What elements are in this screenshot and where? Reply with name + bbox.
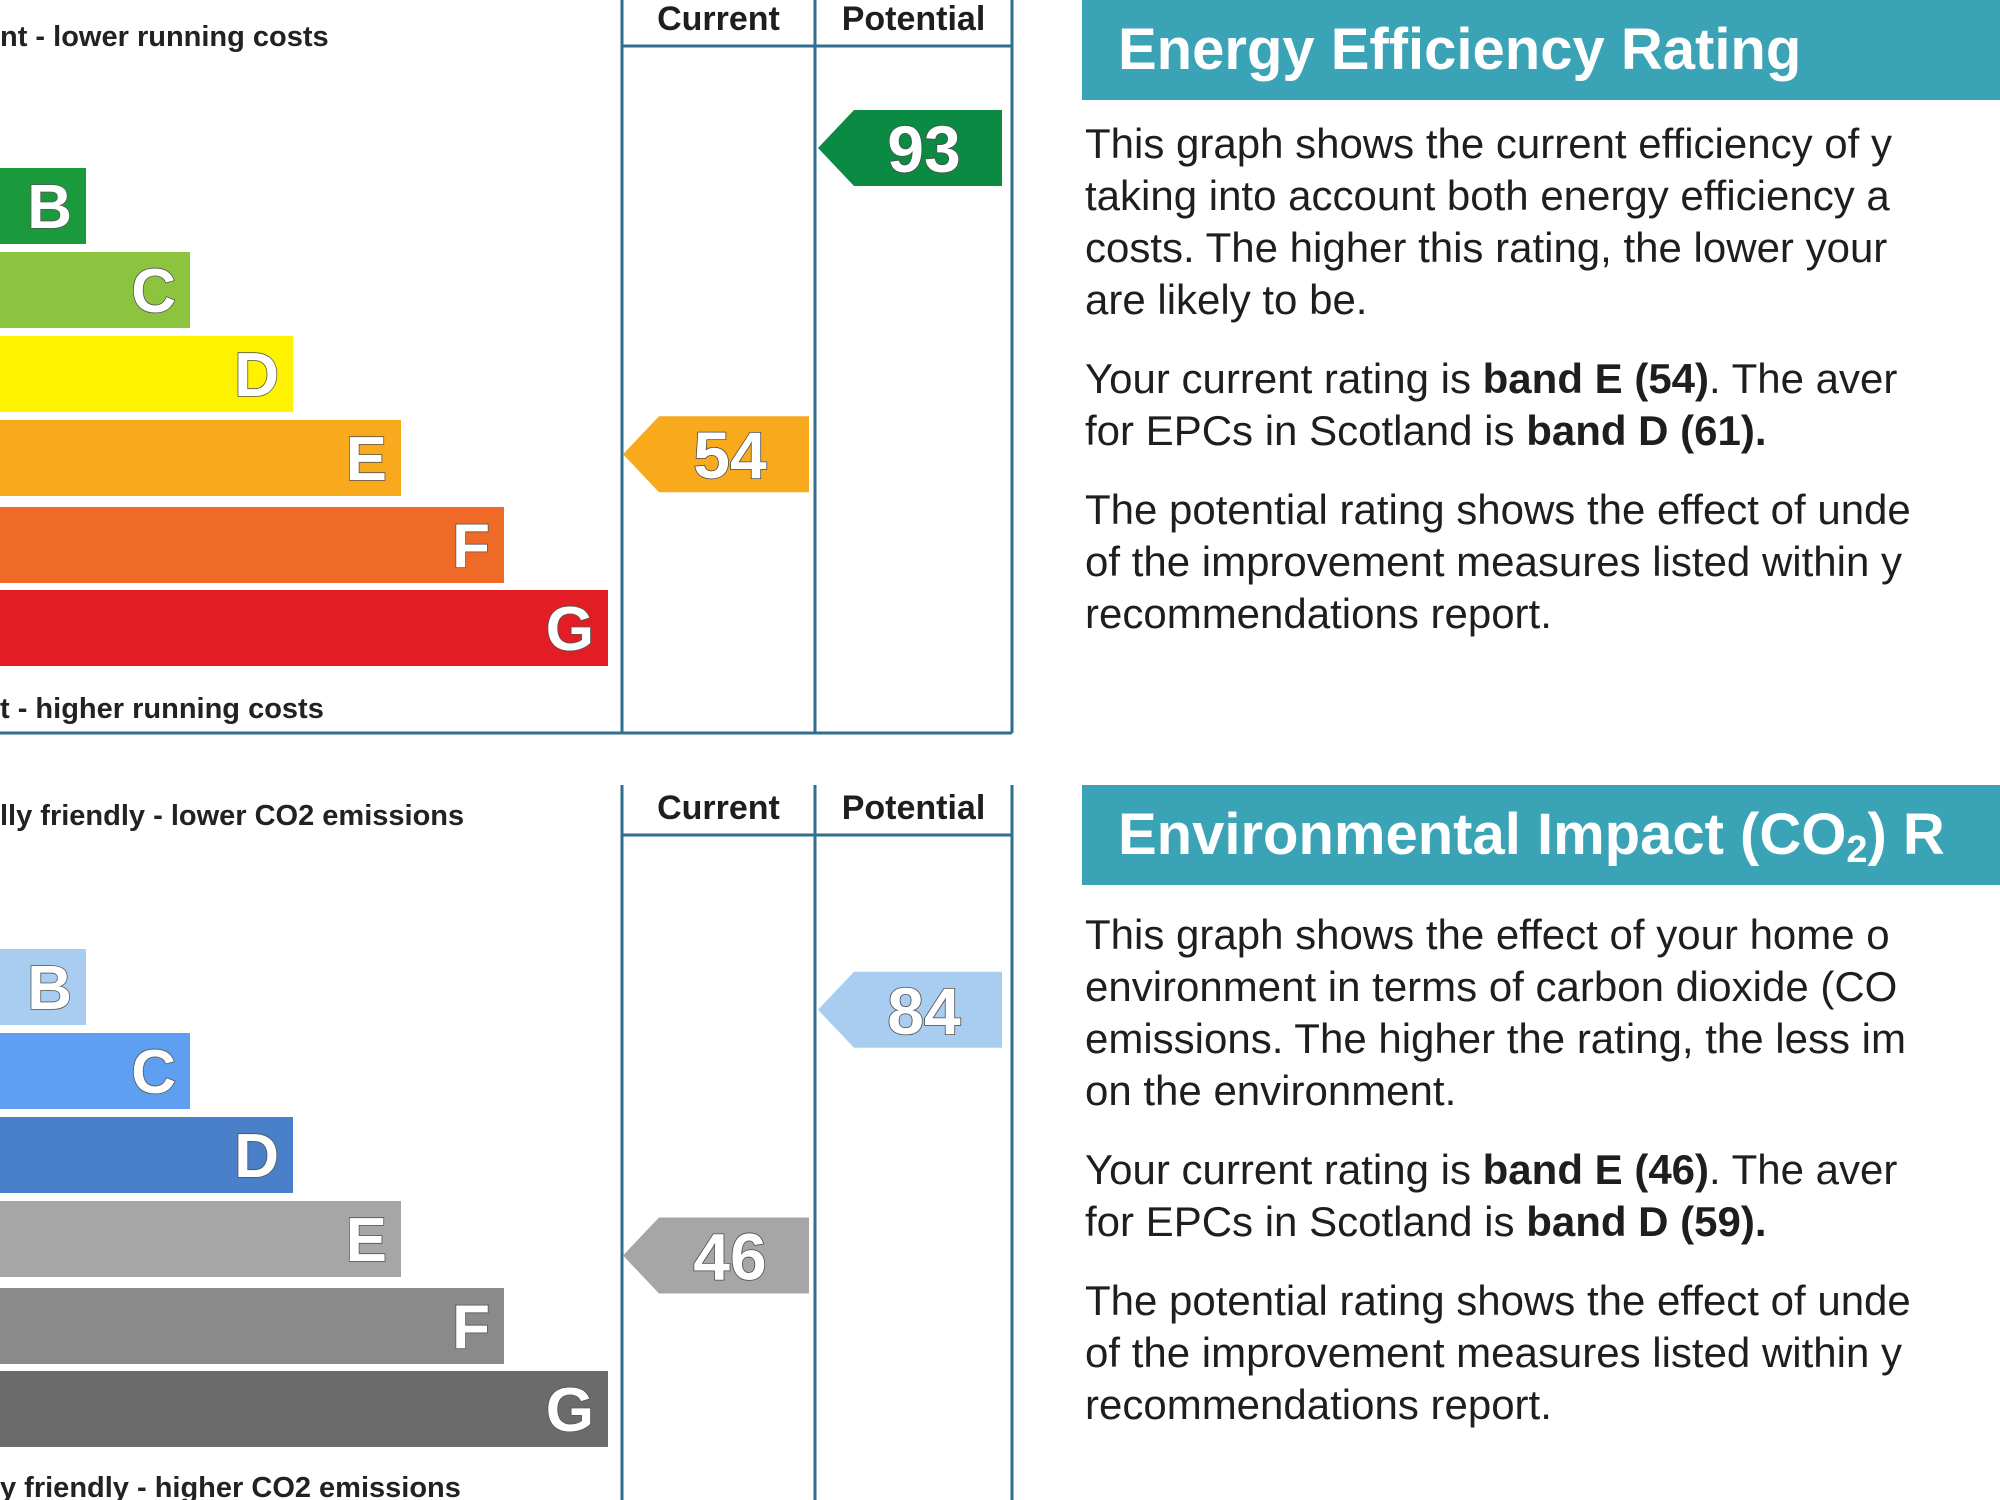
band-f-bar xyxy=(0,507,504,583)
column-header-current: Current xyxy=(657,789,780,827)
energy-para-2-text-c: for EPCs in Scotland is xyxy=(1085,407,1527,454)
energy-para-3-line-2: of the improvement measures listed withi… xyxy=(1085,538,1903,585)
energy-para-2-text-a: Your current rating is xyxy=(1085,355,1483,402)
band-g-bar xyxy=(0,590,608,666)
potential-rating-arrow xyxy=(818,110,1002,186)
current-rating-arrow xyxy=(623,416,809,493)
band-b-label: B xyxy=(27,173,72,242)
band-e-label: E xyxy=(346,1206,387,1275)
env-para-1-line-4: on the environment. xyxy=(1085,1067,1457,1114)
env-heading-text-b: ) R xyxy=(1867,802,1945,867)
environmental-impact-panel: Current Potential lly friendly - lower CO2… xyxy=(0,785,2000,1500)
band-c-label: C xyxy=(131,257,176,326)
env-heading-subscript: 2 xyxy=(1846,829,1868,871)
environmental-rating-chart: Current Potential lly friendly - lower CO2… xyxy=(0,785,1014,1500)
energy-para-3-line-3: recommendations report. xyxy=(1085,590,1552,637)
energy-efficiency-panel: Current Potential nt - lower running costs… xyxy=(0,0,2000,735)
energy-para-1: This graph shows the current efficiency … xyxy=(1085,118,2000,326)
energy-average-band: band D (61). xyxy=(1526,407,1767,454)
band-c-bar xyxy=(0,1033,190,1109)
band-f-label: F xyxy=(452,512,490,581)
column-header-potential: Potential xyxy=(842,0,986,38)
current-rating-value: 54 xyxy=(693,418,767,492)
env-para-2-text-c: for EPCs in Scotland is xyxy=(1085,1198,1527,1245)
band-g-label: G xyxy=(546,1376,594,1445)
energy-para-3: The potential rating shows the effect of… xyxy=(1085,484,2000,640)
current-rating-value: 46 xyxy=(693,1219,766,1293)
env-para-2-text-b: . The aver xyxy=(1709,1146,1898,1193)
env-para-2: Your current rating is band E (46). The … xyxy=(1085,1144,2000,1248)
band-c-bar xyxy=(0,252,190,328)
energy-para-1-line-3: costs. The higher this rating, the lower… xyxy=(1085,224,1888,271)
env-para-3: The potential rating shows the effect of… xyxy=(1085,1275,2000,1431)
bottom-caption: y friendly - higher CO2 emissions xyxy=(0,1472,461,1500)
band-c-label: C xyxy=(131,1038,176,1107)
column-header-current: Current xyxy=(657,0,780,38)
band-b-label: B xyxy=(27,954,72,1023)
energy-para-1-line-4: are likely to be. xyxy=(1085,276,1368,323)
current-rating-arrow xyxy=(623,1217,809,1294)
band-f-bar xyxy=(0,1288,504,1364)
energy-para-1-line-2: taking into account both energy efficien… xyxy=(1085,172,1890,219)
env-average-band: band D (59). xyxy=(1526,1198,1767,1245)
env-para-1: This graph shows the effect of your home… xyxy=(1085,909,2000,1117)
band-d-label: D xyxy=(234,1122,279,1191)
column-header-potential: Potential xyxy=(842,789,986,827)
energy-para-1-line-1: This graph shows the current efficiency … xyxy=(1085,120,1892,167)
top-caption: lly friendly - lower CO2 emissions xyxy=(0,800,464,832)
band-b-bar xyxy=(0,168,86,244)
energy-current-band: band E (54) xyxy=(1482,355,1710,402)
energy-para-2-text-b: . The aver xyxy=(1709,355,1898,402)
env-para-1-line-2: environment in terms of carbon dioxide (… xyxy=(1085,963,1898,1010)
band-e-bar xyxy=(0,420,401,496)
env-heading-text-a: Environmental Impact (CO xyxy=(1118,802,1847,867)
band-e-bar xyxy=(0,1201,401,1277)
band-e-label: E xyxy=(346,425,387,494)
env-para-1-line-1: This graph shows the effect of your home… xyxy=(1085,911,1890,958)
env-para-3-line-2: of the improvement measures listed withi… xyxy=(1085,1329,1903,1376)
potential-rating-arrow xyxy=(818,971,1002,1048)
band-d-bar xyxy=(0,1117,293,1193)
potential-rating-value: 93 xyxy=(887,112,960,186)
energy-para-2: Your current rating is band E (54). The … xyxy=(1085,353,2000,457)
band-g-bar xyxy=(0,1371,608,1447)
energy-heading: Energy Efficiency Rating xyxy=(1082,0,2000,100)
env-para-3-line-1: The potential rating shows the effect of… xyxy=(1085,1277,1911,1324)
top-caption: nt - lower running costs xyxy=(0,21,329,53)
env-heading: Environmental Impact (CO2) R xyxy=(1082,785,2000,885)
env-current-band: band E (46) xyxy=(1482,1146,1710,1193)
energy-para-3-line-1: The potential rating shows the effect of… xyxy=(1085,486,1911,533)
env-para-2-text-a: Your current rating is xyxy=(1085,1146,1483,1193)
env-description: This graph shows the effect of your home… xyxy=(1085,909,2000,1458)
env-para-3-line-3: recommendations report. xyxy=(1085,1381,1552,1428)
env-para-1-line-3: emissions. The higher the rating, the le… xyxy=(1085,1015,1906,1062)
band-b-bar xyxy=(0,949,86,1025)
band-d-bar xyxy=(0,336,293,412)
bottom-caption: t - higher running costs xyxy=(0,693,324,725)
energy-heading-text: Energy Efficiency Rating xyxy=(1118,17,1802,82)
band-g-label: G xyxy=(546,595,594,664)
potential-rating-value: 84 xyxy=(887,974,961,1048)
band-f-label: F xyxy=(452,1293,490,1362)
energy-rating-chart: Current Potential nt - lower running costs… xyxy=(0,0,1014,735)
band-d-label: D xyxy=(234,341,279,410)
energy-description: This graph shows the current efficiency … xyxy=(1085,118,2000,667)
